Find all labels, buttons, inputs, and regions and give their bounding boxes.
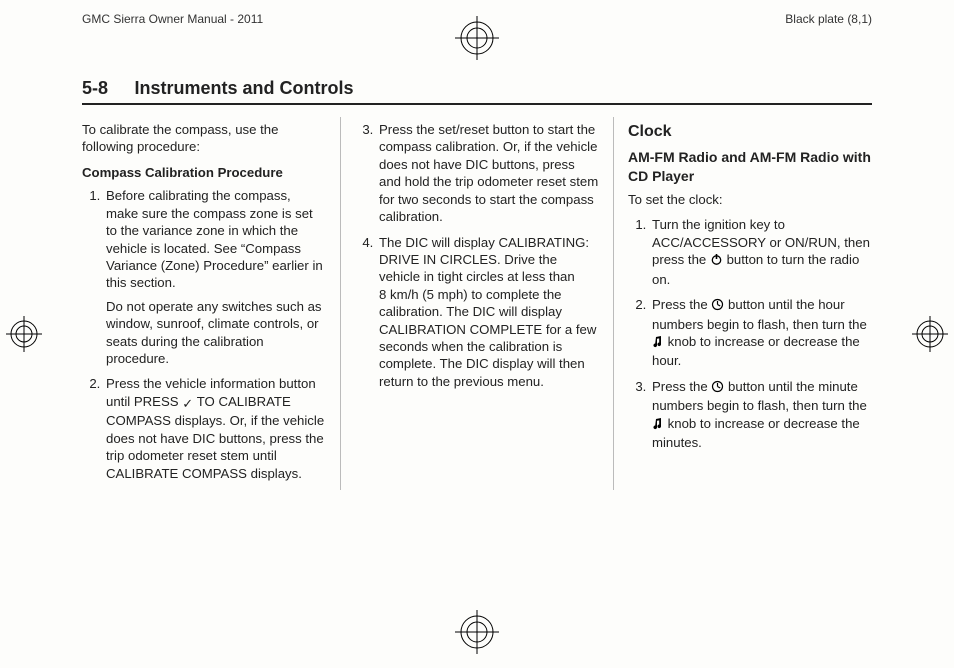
clock-step-2a: Press the (652, 297, 711, 312)
clock-step-3: Press the button until the minute number… (650, 378, 872, 452)
page-content: 5-8 Instruments and Controls To calibrat… (82, 78, 872, 490)
step-1-text-a: Before calibrating the compass, make sur… (106, 187, 326, 292)
clock-icon (711, 298, 724, 315)
print-header: GMC Sierra Owner Manual - 2011 Black pla… (0, 12, 954, 34)
clock-intro: To set the clock: (628, 191, 872, 208)
clock-steps: Turn the ignition key to ACC/ACCESSORY o… (628, 216, 872, 451)
column-2: Press the set/reset button to start the … (340, 117, 613, 490)
registration-mark-bottom-icon (455, 610, 499, 654)
step-3-text: Press the set/reset button to start the … (379, 122, 598, 224)
registration-mark-right-icon (912, 316, 948, 352)
checkmark-icon: ✓ (182, 395, 193, 412)
page-header: 5-8 Instruments and Controls (82, 78, 872, 105)
step-3: Press the set/reset button to start the … (377, 121, 599, 226)
chapter-title: Instruments and Controls (134, 78, 353, 98)
clock-step-2: Press the button until the hour numbers … (650, 296, 872, 370)
plate-label: Black plate (8,1) (785, 12, 872, 26)
clock-step-3c: knob to increase or decrease the minutes… (652, 416, 860, 450)
music-note-icon (652, 335, 664, 352)
intro-text: To calibrate the compass, use the follow… (82, 121, 326, 156)
step-1: Before calibrating the compass, make sur… (104, 187, 326, 367)
heading-radio: AM-FM Radio and AM-FM Radio with CD Play… (628, 148, 872, 185)
clock-step-1: Turn the ignition key to ACC/ACCESSORY o… (650, 216, 872, 288)
step-4: The DIC will display CALIBRATING: DRIVE … (377, 234, 599, 391)
page-number: 5-8 (82, 78, 108, 98)
doc-title: GMC Sierra Owner Manual - 2011 (82, 12, 263, 26)
clock-step-2c: knob to increase or decrease the hour. (652, 334, 860, 368)
step-1-text-b: Do not operate any switches such as wind… (106, 298, 326, 368)
registration-mark-left-icon (6, 316, 42, 352)
music-note-icon (652, 417, 664, 434)
compass-steps-part2: Press the set/reset button to start the … (355, 121, 599, 390)
clock-icon (711, 380, 724, 397)
compass-steps-part1: Before calibrating the compass, make sur… (82, 187, 326, 482)
clock-step-3a: Press the (652, 379, 711, 394)
column-1: To calibrate the compass, use the follow… (82, 117, 340, 490)
subheading-compass-procedure: Compass Calibration Procedure (82, 164, 326, 181)
column-3: Clock AM-FM Radio and AM-FM Radio with C… (613, 117, 872, 490)
step-2: Press the vehicle information button unt… (104, 375, 326, 482)
power-icon (710, 253, 723, 270)
step-4-text: The DIC will display CALIBRATING: DRIVE … (379, 235, 596, 389)
heading-clock: Clock (628, 121, 872, 142)
